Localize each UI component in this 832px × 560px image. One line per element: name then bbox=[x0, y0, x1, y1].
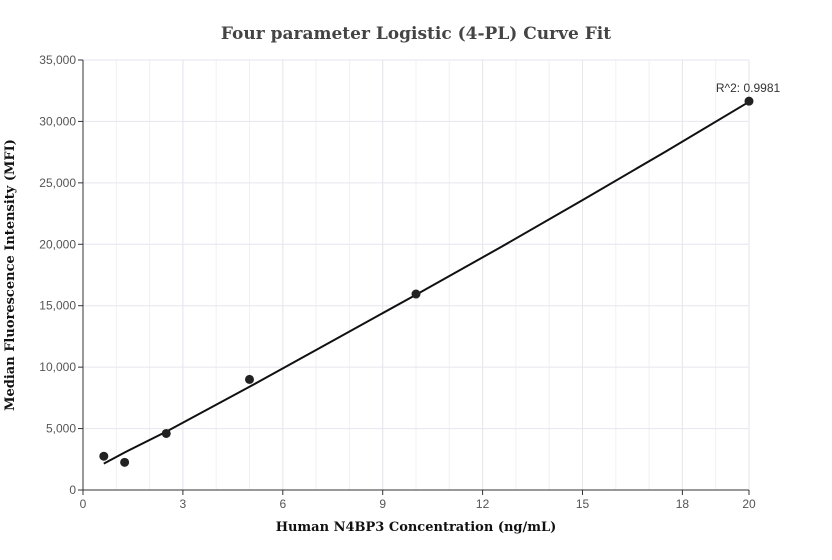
data-point bbox=[245, 374, 254, 384]
y-tick-label: 30,000 bbox=[39, 114, 76, 128]
data-point bbox=[161, 428, 171, 438]
y-tick-label: 35,000 bbox=[39, 53, 76, 67]
grid bbox=[83, 59, 750, 490]
y-tick-label: 25,000 bbox=[39, 176, 76, 190]
x-tick-label: 18 bbox=[676, 497, 690, 511]
ticks: 0 3 6 9 12 15 18 20 0 5,000 10,000 15,000 20,000 25,0… bbox=[39, 53, 756, 511]
r-squared-annotation: R^2: 0.9981 bbox=[716, 81, 781, 95]
data-point bbox=[120, 457, 130, 467]
x-tick-label: 9 bbox=[379, 497, 386, 511]
y-tick-label: 15,000 bbox=[39, 299, 76, 313]
chart-title: Four parameter Logistic (4-PL) Curve Fit bbox=[221, 24, 611, 44]
x-tick-label: 12 bbox=[476, 497, 490, 511]
data-point bbox=[744, 96, 754, 106]
x-tick-label: 15 bbox=[576, 497, 590, 511]
fit-curve-layer bbox=[103, 100, 750, 465]
x-tick-label: 20 bbox=[742, 497, 756, 511]
x-axis-label: Human N4BP3 Concentration (ng/mL) bbox=[276, 520, 557, 535]
x-tick-label: 0 bbox=[80, 497, 87, 511]
x-tick-label: 6 bbox=[279, 497, 286, 511]
y-tick-label: 5,000 bbox=[46, 422, 76, 436]
y-axis-label: Median Fluorescence Intensity (MFI) bbox=[3, 139, 18, 411]
fit-curve bbox=[103, 100, 750, 465]
x-tick-label: 3 bbox=[180, 497, 187, 511]
data-point bbox=[411, 289, 421, 299]
y-tick-label: 0 bbox=[69, 483, 76, 497]
y-tick-label: 20,000 bbox=[39, 237, 76, 251]
y-tick-label: 10,000 bbox=[39, 360, 76, 374]
axes bbox=[82, 60, 749, 491]
data-point bbox=[99, 451, 109, 461]
data-points-layer bbox=[99, 96, 754, 467]
